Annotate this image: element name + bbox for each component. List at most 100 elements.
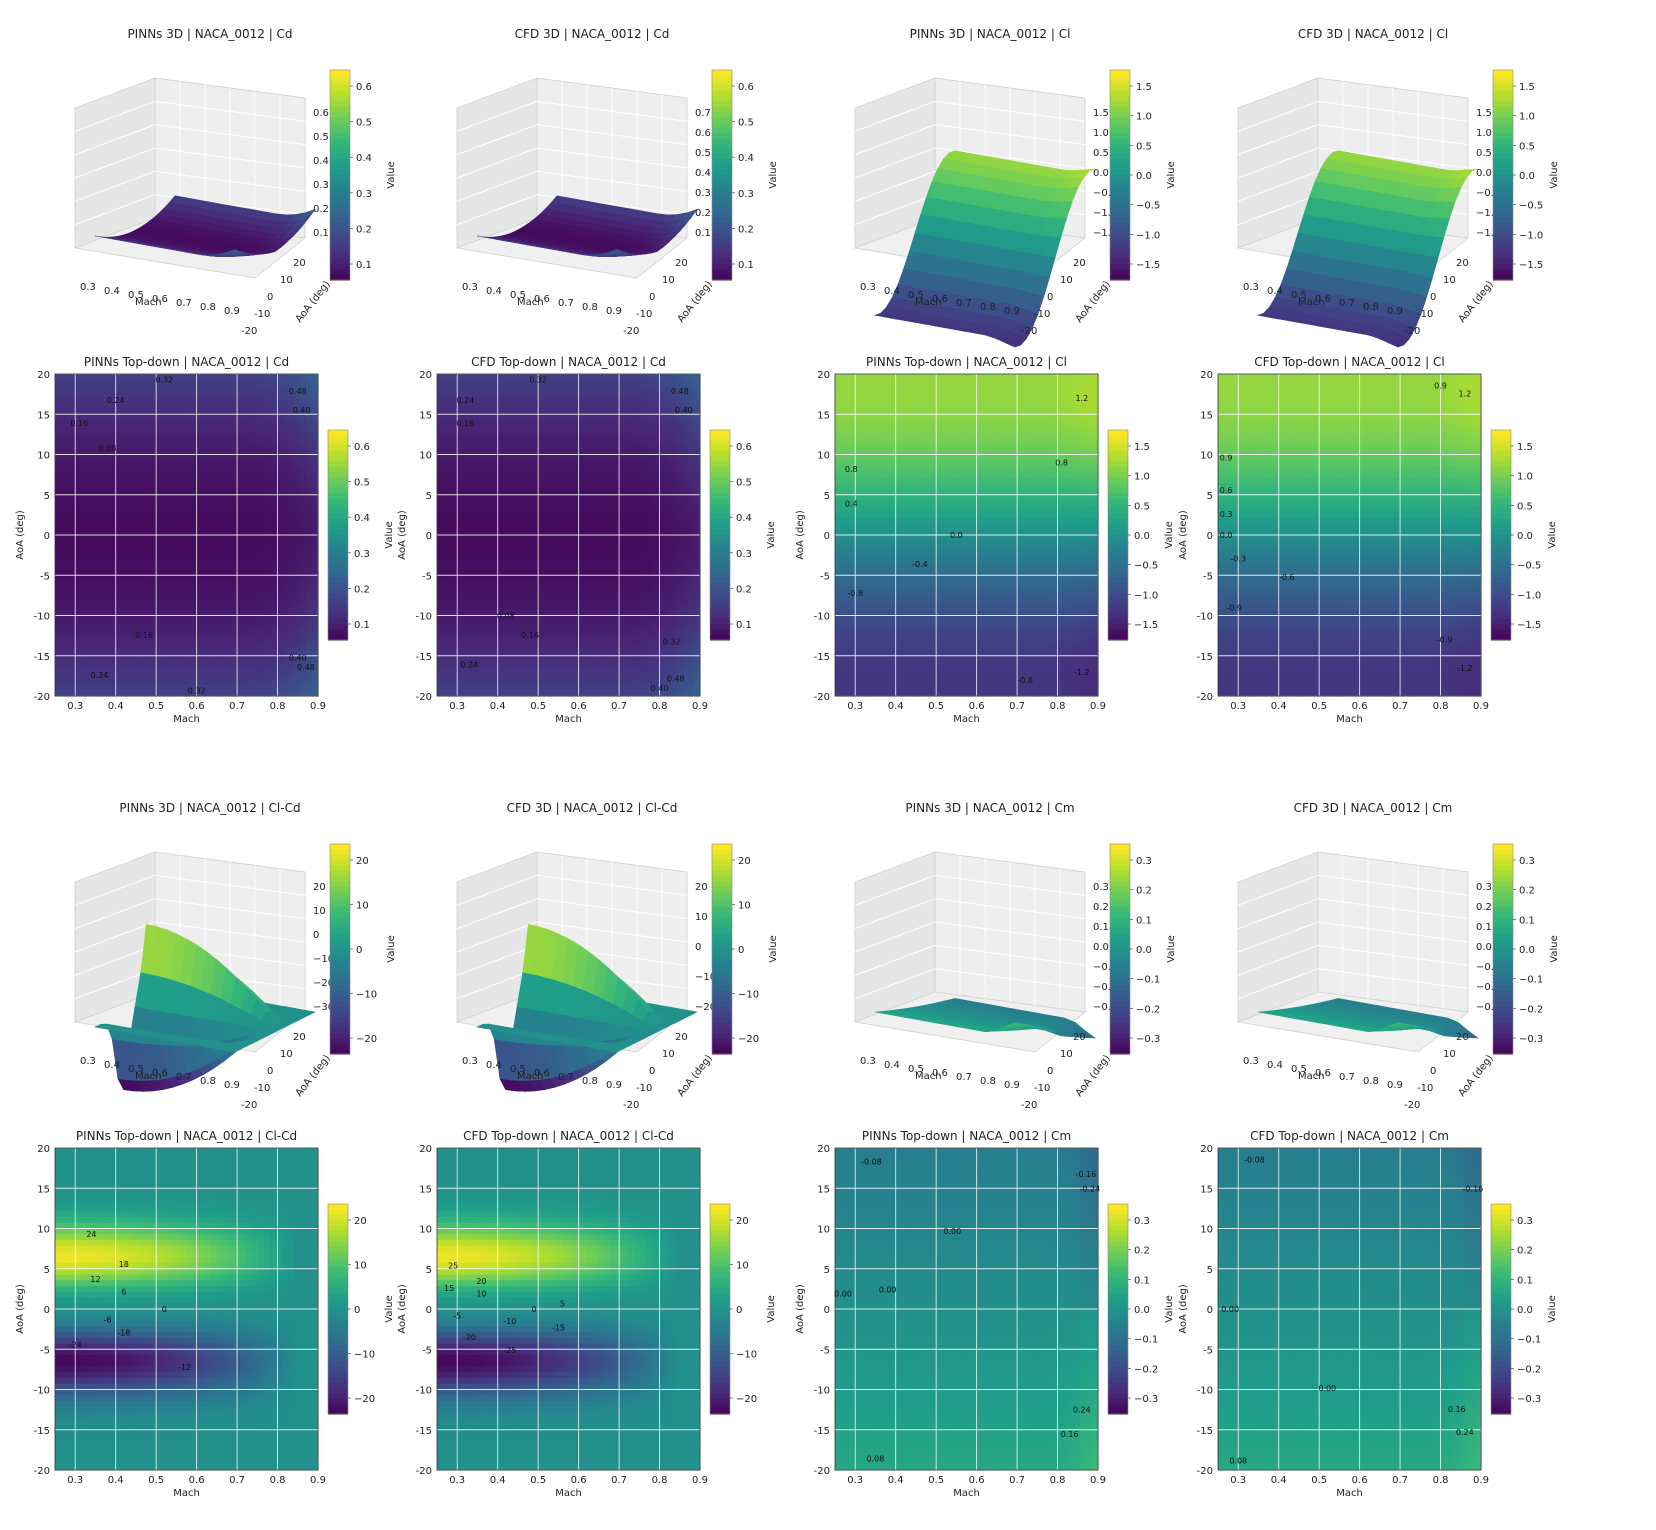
heatmap-cell bbox=[186, 678, 194, 686]
heatmap-cell bbox=[520, 673, 528, 680]
heatmap-cell bbox=[306, 586, 313, 594]
colorbar-swatch bbox=[712, 269, 732, 276]
heatmap-cell bbox=[442, 437, 450, 444]
heatmap-cell bbox=[550, 477, 558, 484]
heatmap-cell bbox=[66, 655, 74, 663]
heatmap-cell bbox=[454, 592, 462, 599]
heatmap-cell bbox=[72, 379, 80, 387]
heatmap-cell bbox=[282, 638, 289, 645]
heatmap-cell bbox=[282, 678, 289, 686]
heatmap-cell bbox=[306, 466, 313, 473]
heatmap-cell bbox=[294, 558, 301, 565]
heatmap-cell bbox=[102, 500, 110, 507]
heatmap-cell bbox=[514, 535, 522, 542]
heatmap-cell bbox=[90, 471, 98, 479]
heatmap-cell bbox=[120, 598, 128, 605]
heatmap-cell bbox=[90, 500, 98, 507]
heatmap-cell bbox=[442, 540, 450, 548]
heatmap-cell bbox=[484, 627, 492, 634]
heatmap-cell bbox=[228, 678, 235, 686]
heatmap-cell bbox=[562, 431, 570, 438]
colorbar-swatch bbox=[712, 185, 732, 192]
heatmap-cell bbox=[204, 615, 212, 622]
heatmap-cell bbox=[472, 581, 480, 588]
heatmap-cell bbox=[490, 460, 498, 467]
heatmap-cell bbox=[556, 661, 564, 668]
heatmap-cell bbox=[174, 494, 182, 502]
heatmap-cell bbox=[198, 673, 206, 680]
heatmap-cell bbox=[520, 397, 528, 404]
heatmap-cell bbox=[288, 667, 295, 674]
heatmap-cell bbox=[180, 627, 188, 634]
heatmap-cell bbox=[120, 500, 128, 507]
heatmap-cell bbox=[96, 523, 104, 530]
heatmap-cell bbox=[168, 477, 176, 484]
heatmap-cell bbox=[228, 644, 235, 651]
heatmap-cell bbox=[514, 397, 522, 404]
heatmap-cell bbox=[168, 414, 176, 421]
heatmap-cell bbox=[466, 443, 474, 450]
heatmap-cell bbox=[186, 471, 194, 479]
heatmap-cell bbox=[55, 546, 62, 553]
heatmap-cell bbox=[162, 563, 170, 571]
heatmap-cell bbox=[126, 374, 134, 381]
heatmap-cell bbox=[234, 517, 241, 525]
heatmap-cell bbox=[192, 443, 200, 450]
heatmap-cell bbox=[484, 581, 492, 588]
heatmap-cell bbox=[448, 540, 456, 548]
heatmap-cell bbox=[210, 443, 217, 450]
heatmap-cell bbox=[437, 471, 444, 479]
heatmap-cell bbox=[174, 535, 182, 542]
heatmap-cell bbox=[264, 391, 271, 398]
heatmap-cell bbox=[186, 638, 194, 645]
heatmap-cell bbox=[102, 598, 110, 605]
heatmap-cell bbox=[246, 483, 253, 490]
heatmap-cell bbox=[520, 563, 528, 571]
heatmap-cell bbox=[234, 494, 241, 502]
heatmap-cell bbox=[472, 483, 480, 490]
heatmap-cell bbox=[240, 483, 247, 490]
heatmap-cell bbox=[502, 632, 510, 640]
heatmap-cell bbox=[138, 552, 146, 559]
heatmap-cell bbox=[437, 506, 444, 513]
heatmap-cell bbox=[168, 627, 176, 634]
heatmap-cell bbox=[526, 471, 534, 479]
heatmap-cell bbox=[210, 546, 217, 553]
heatmap-cell bbox=[490, 552, 498, 559]
heatmap-cell bbox=[162, 443, 170, 450]
heatmap-cell bbox=[72, 673, 80, 680]
heatmap-cell bbox=[216, 385, 223, 392]
heatmap-cell bbox=[252, 506, 259, 513]
heatmap-cell bbox=[300, 397, 307, 404]
heatmap-cell bbox=[144, 655, 152, 663]
heatmap-cell bbox=[222, 385, 229, 392]
heatmap-cell bbox=[186, 460, 194, 467]
heatmap-cell bbox=[228, 661, 235, 668]
heatmap-cell bbox=[556, 414, 564, 421]
heatmap-cell bbox=[508, 563, 516, 571]
heatmap-cell bbox=[138, 621, 146, 628]
heatmap-cell bbox=[520, 477, 528, 484]
heatmap-cell bbox=[466, 385, 474, 392]
heatmap-cell bbox=[448, 437, 456, 444]
heatmap-cell bbox=[300, 678, 307, 686]
heatmap-cell bbox=[72, 581, 80, 588]
heatmap-cell bbox=[72, 638, 80, 645]
heatmap-cell bbox=[490, 581, 498, 588]
heatmap-cell bbox=[120, 546, 128, 553]
heatmap-cell bbox=[514, 517, 522, 525]
heatmap-cell bbox=[484, 586, 492, 594]
heatmap-cell bbox=[126, 402, 134, 410]
heatmap-cell bbox=[132, 655, 140, 663]
colorbar-tick-label: 0.1 bbox=[354, 620, 370, 631]
heatmap-cell bbox=[442, 563, 450, 571]
heatmap-cell bbox=[300, 512, 307, 519]
heatmap-cell bbox=[264, 563, 271, 571]
heatmap-cell bbox=[484, 466, 492, 473]
heatmap-cell bbox=[90, 632, 98, 640]
heatmap-cell bbox=[84, 374, 92, 381]
heatmap-cell bbox=[454, 535, 462, 542]
heatmap-cell bbox=[102, 644, 110, 651]
heatmap-cell bbox=[96, 621, 104, 628]
heatmap-cell bbox=[198, 678, 206, 686]
